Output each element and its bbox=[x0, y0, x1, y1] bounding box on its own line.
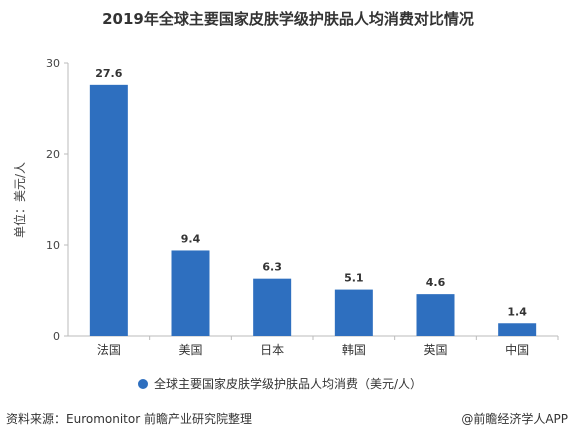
legend-label: 全球主要国家皮肤学级护肤品人均消费（美元/人） bbox=[154, 377, 423, 391]
labels: 27.6 法国 9.4 美国 6.3 日本 5.1 韩国 4.6 英国 1.4 中国 bbox=[95, 67, 529, 357]
bars bbox=[89, 84, 537, 336]
y-tick-label: 10 bbox=[46, 239, 60, 252]
x-tick-label: 韩国 bbox=[342, 342, 366, 357]
legend: 全球主要国家皮肤学级护肤品人均消费（美元/人） bbox=[138, 375, 422, 392]
bar bbox=[498, 323, 537, 336]
y-tick-label: 20 bbox=[46, 148, 60, 161]
data-label: 27.6 bbox=[95, 67, 122, 80]
x-tick-label: 英国 bbox=[423, 343, 447, 357]
data-label: 1.4 bbox=[507, 305, 527, 318]
data-label: 9.4 bbox=[181, 232, 201, 245]
source-note: 资料来源：Euromonitor 前瞻产业研究院整理 bbox=[6, 412, 252, 426]
bar bbox=[171, 250, 210, 336]
bar bbox=[89, 84, 128, 336]
bar bbox=[416, 294, 455, 336]
legend-swatch-icon bbox=[138, 378, 148, 389]
bar bbox=[334, 289, 373, 336]
x-tick-label: 法国 bbox=[97, 343, 121, 357]
y-tick-label: 0 bbox=[53, 330, 60, 343]
data-label: 4.6 bbox=[426, 276, 446, 289]
data-label: 6.3 bbox=[262, 261, 282, 274]
x-tick-label: 日本 bbox=[260, 343, 284, 357]
y-tick-label: 30 bbox=[46, 57, 60, 70]
credit-note: @前瞻经济学人APP bbox=[461, 412, 568, 426]
chart-title: 2019年全球主要国家皮肤学级护肤品人均消费对比情况 bbox=[102, 10, 474, 28]
x-tick-label: 中国 bbox=[505, 342, 529, 357]
x-tick-label: 美国 bbox=[178, 343, 202, 357]
axes: 0 10 20 30 bbox=[46, 57, 559, 343]
data-label: 5.1 bbox=[344, 272, 364, 285]
bar bbox=[253, 278, 292, 336]
y-axis-label: 单位：美元/人 bbox=[12, 162, 27, 238]
